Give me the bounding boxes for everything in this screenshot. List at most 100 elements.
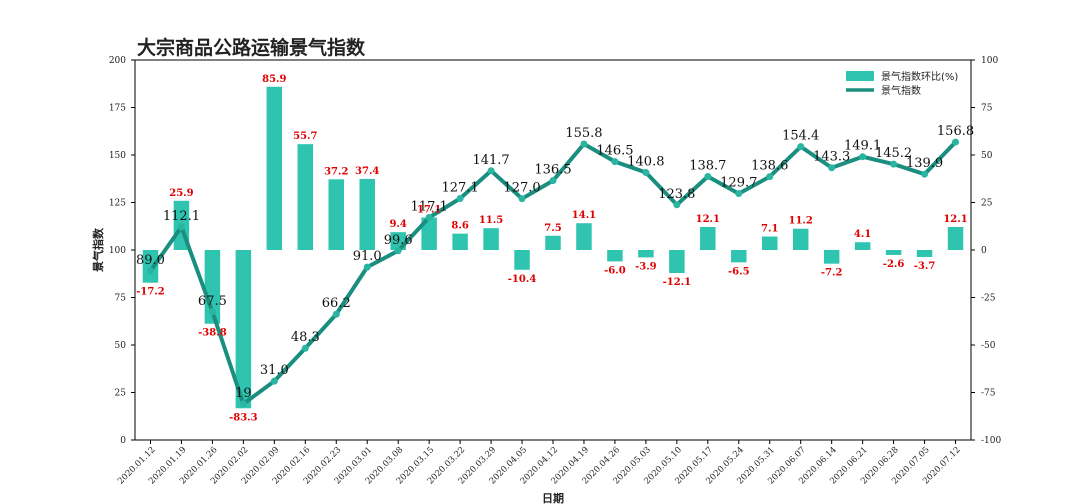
bar [266, 86, 283, 250]
bar [142, 250, 159, 283]
line-value-label: 145.2 [875, 146, 912, 161]
bar [885, 250, 902, 255]
bar-value-label: 7.1 [761, 224, 778, 235]
line-value-label: 138.7 [689, 158, 726, 173]
line-point [394, 247, 402, 255]
bar [576, 223, 592, 250]
line-point [363, 263, 371, 271]
line-value-label: 127.0 [503, 181, 540, 196]
line-point [921, 170, 929, 178]
line-point [239, 400, 247, 408]
line-point [270, 377, 278, 385]
line-point [146, 267, 154, 275]
data-labels: -17.2 25.9 -38.8 -83.3 85.9 55.7 37.2 37.4 9.4 17… [136, 74, 974, 423]
bar-series [142, 86, 964, 409]
line-value-label: 66.2 [322, 296, 351, 311]
bar-value-label: -3.7 [914, 261, 936, 272]
line-point [425, 214, 433, 222]
y-axis-label-left: 景气指数 [91, 227, 105, 273]
line-point [487, 167, 495, 175]
bar [823, 250, 840, 264]
y-tick-label-right: -75 [981, 389, 996, 399]
line-value-label: 139.9 [906, 156, 943, 171]
line-point [704, 172, 712, 180]
y-tick-label-right: 75 [981, 104, 993, 114]
line-point [766, 173, 774, 181]
bar-value-label: -3.9 [635, 261, 657, 272]
y-tick-label-right: -50 [981, 341, 996, 351]
y-tick-label-left: 150 [109, 151, 126, 161]
line-point [611, 158, 619, 166]
y-tick-label-right: 25 [981, 199, 993, 209]
line-value-label: 155.8 [565, 126, 602, 141]
line-value-label: 123.8 [658, 187, 695, 202]
bar-value-label: 12.1 [943, 214, 967, 225]
bar-value-label: 11.5 [479, 215, 503, 226]
x-axis-label: 日期 [542, 491, 564, 504]
line-value-label: 141.7 [472, 153, 509, 168]
bar-value-label: 4.1 [854, 229, 871, 240]
bar [483, 228, 499, 250]
bar [638, 250, 654, 258]
line-point [890, 160, 898, 168]
bar-value-label: -7.2 [821, 268, 843, 279]
bar [762, 236, 778, 250]
bar [297, 144, 314, 250]
y-tick-label-left: 50 [115, 341, 127, 351]
bar [452, 233, 468, 250]
bar [854, 242, 871, 250]
line-value-label: 91.0 [353, 249, 382, 264]
chart-title: 大宗商品公路运输景气指数 [137, 36, 366, 59]
bar-value-label: 55.7 [293, 131, 317, 142]
line-value-label: 48.3 [291, 330, 320, 345]
line-value-label: 138.6 [751, 159, 788, 174]
bar [731, 250, 747, 263]
line-point [797, 143, 805, 151]
bar-value-label: -2.6 [883, 259, 905, 270]
bar-value-label: -10.4 [508, 274, 537, 285]
line-point [208, 308, 216, 316]
bar-value-label: 8.6 [451, 221, 468, 232]
bar-value-label: 12.1 [696, 214, 720, 225]
bar-value-label: -38.8 [198, 328, 227, 339]
line-point [332, 310, 340, 318]
line-point [177, 223, 185, 231]
bar-value-label: 37.4 [355, 166, 379, 177]
bar [235, 250, 252, 409]
y-tick-label-left: 0 [120, 436, 126, 446]
bar [421, 217, 437, 250]
line-point [859, 153, 867, 161]
bar [607, 250, 623, 262]
bar [359, 178, 375, 250]
y-tick-label-left: 100 [109, 246, 126, 256]
line-value-label: 154.4 [782, 129, 819, 144]
line-value-label: 99.6 [384, 233, 413, 248]
bar [947, 227, 964, 250]
line-point [456, 195, 464, 203]
line-point [828, 164, 836, 172]
bar-value-label: 25.9 [169, 188, 193, 199]
y-tick-label-left: 175 [109, 104, 126, 114]
bar-value-label: 85.9 [262, 74, 286, 85]
line-value-label: 146.5 [596, 144, 633, 159]
line-value-label: 149.1 [844, 139, 881, 154]
line-value-label: 67.5 [198, 294, 227, 309]
bar-value-label: -6.5 [728, 266, 750, 277]
y-tick-label-left: 75 [115, 294, 127, 304]
y-tick-label-left: 25 [115, 389, 127, 399]
bar-value-label: -12.1 [663, 277, 692, 288]
line-value-label: 140.8 [627, 154, 664, 169]
line-series [146, 138, 960, 408]
line-point [580, 140, 588, 148]
line-value-label: 117.1 [411, 200, 448, 215]
bar-value-label: 7.5 [544, 223, 561, 234]
y-tick-label-right: -25 [981, 294, 996, 304]
line-point [549, 177, 557, 185]
bar-value-label: -83.3 [229, 412, 258, 423]
line-value-label: 19 [235, 386, 252, 401]
bar-value-label: 37.2 [324, 166, 348, 177]
y-tick-label-right: 0 [981, 246, 987, 256]
y-tick-label-left: 200 [109, 56, 126, 66]
line-value-label: 129.7 [720, 176, 757, 191]
